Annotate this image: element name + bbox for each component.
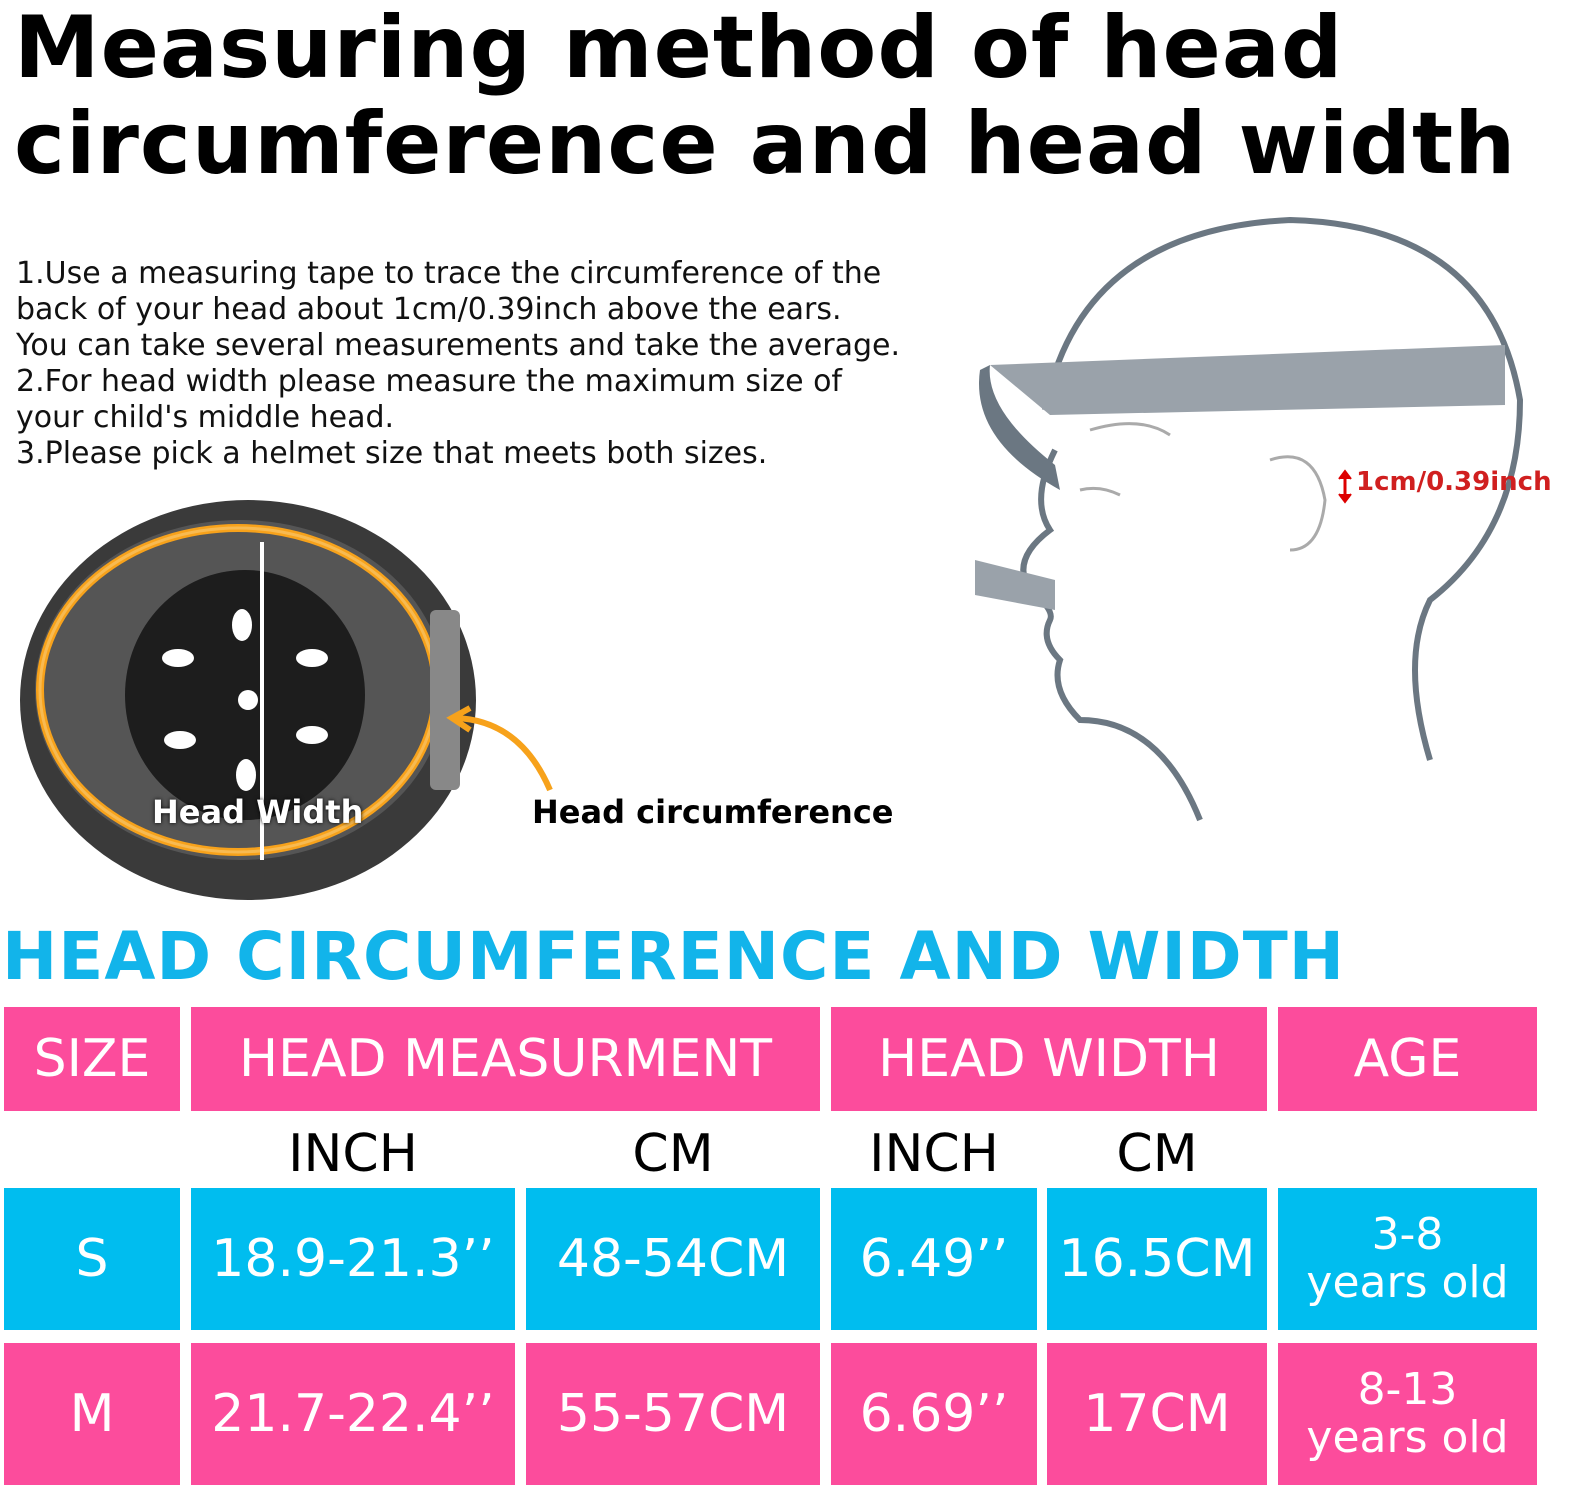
- cell-width-inch: 6.49’’: [831, 1188, 1037, 1330]
- head-measuring-illustration: [975, 216, 1524, 822]
- cell-width-cm: 16.5CM: [1047, 1188, 1267, 1330]
- head-width-label: Head Width: [152, 793, 364, 831]
- instruction-line: 2.For head width please measure the maxi…: [16, 364, 842, 399]
- page-title: Measuring method of head circumference a…: [14, 0, 1516, 192]
- subheader-cm: CM: [1116, 1124, 1198, 1184]
- cell-age: 8-13 years old: [1278, 1343, 1537, 1485]
- header-head-measurement: HEAD MEASURMENT: [191, 1007, 820, 1111]
- instruction-line: your child's middle head.: [16, 400, 395, 435]
- title-line-1: Measuring method of head: [14, 0, 1344, 98]
- cell-age: 3-8 years old: [1278, 1188, 1537, 1330]
- title-line-2: circumference and head width: [14, 94, 1517, 194]
- instruction-line: 3.Please pick a helmet size that meets b…: [16, 436, 768, 471]
- age-range: 3-8: [1371, 1209, 1444, 1260]
- header-head-width: HEAD WIDTH: [831, 1007, 1267, 1111]
- head-circumference-label: Head circumference: [532, 793, 894, 831]
- cell-measure-inch: 21.7-22.4’’: [191, 1343, 515, 1485]
- size-table-title: HEAD CIRCUMFERENCE AND WIDTH: [2, 918, 1345, 995]
- age-unit: years old: [1306, 1412, 1509, 1463]
- subheader-cm: CM: [632, 1124, 714, 1184]
- header-size: SIZE: [4, 1007, 180, 1111]
- cell-size: S: [4, 1188, 180, 1330]
- cell-size: M: [4, 1343, 180, 1485]
- cell-width-inch: 6.69’’: [831, 1343, 1037, 1485]
- cell-measure-inch: 18.9-21.3’’: [191, 1188, 515, 1330]
- header-age: AGE: [1278, 1007, 1537, 1111]
- instructions: 1.Use a measuring tape to trace the circ…: [16, 256, 900, 472]
- subheader-inch: INCH: [288, 1124, 418, 1184]
- offset-label: 1cm/0.39inch: [1356, 467, 1552, 497]
- cell-measure-cm: 48-54CM: [526, 1188, 820, 1330]
- instruction-line: 1.Use a measuring tape to trace the circ…: [16, 256, 882, 291]
- helmet-interior-illustration: [20, 500, 553, 900]
- subheader-inch: INCH: [869, 1124, 999, 1184]
- instruction-line: back of your head about 1cm/0.39inch abo…: [16, 292, 842, 327]
- age-unit: years old: [1306, 1257, 1509, 1308]
- instruction-line: You can take several measurements and ta…: [16, 328, 901, 363]
- cell-width-cm: 17CM: [1047, 1343, 1267, 1485]
- cell-measure-cm: 55-57CM: [526, 1343, 820, 1485]
- age-range: 8-13: [1357, 1364, 1458, 1415]
